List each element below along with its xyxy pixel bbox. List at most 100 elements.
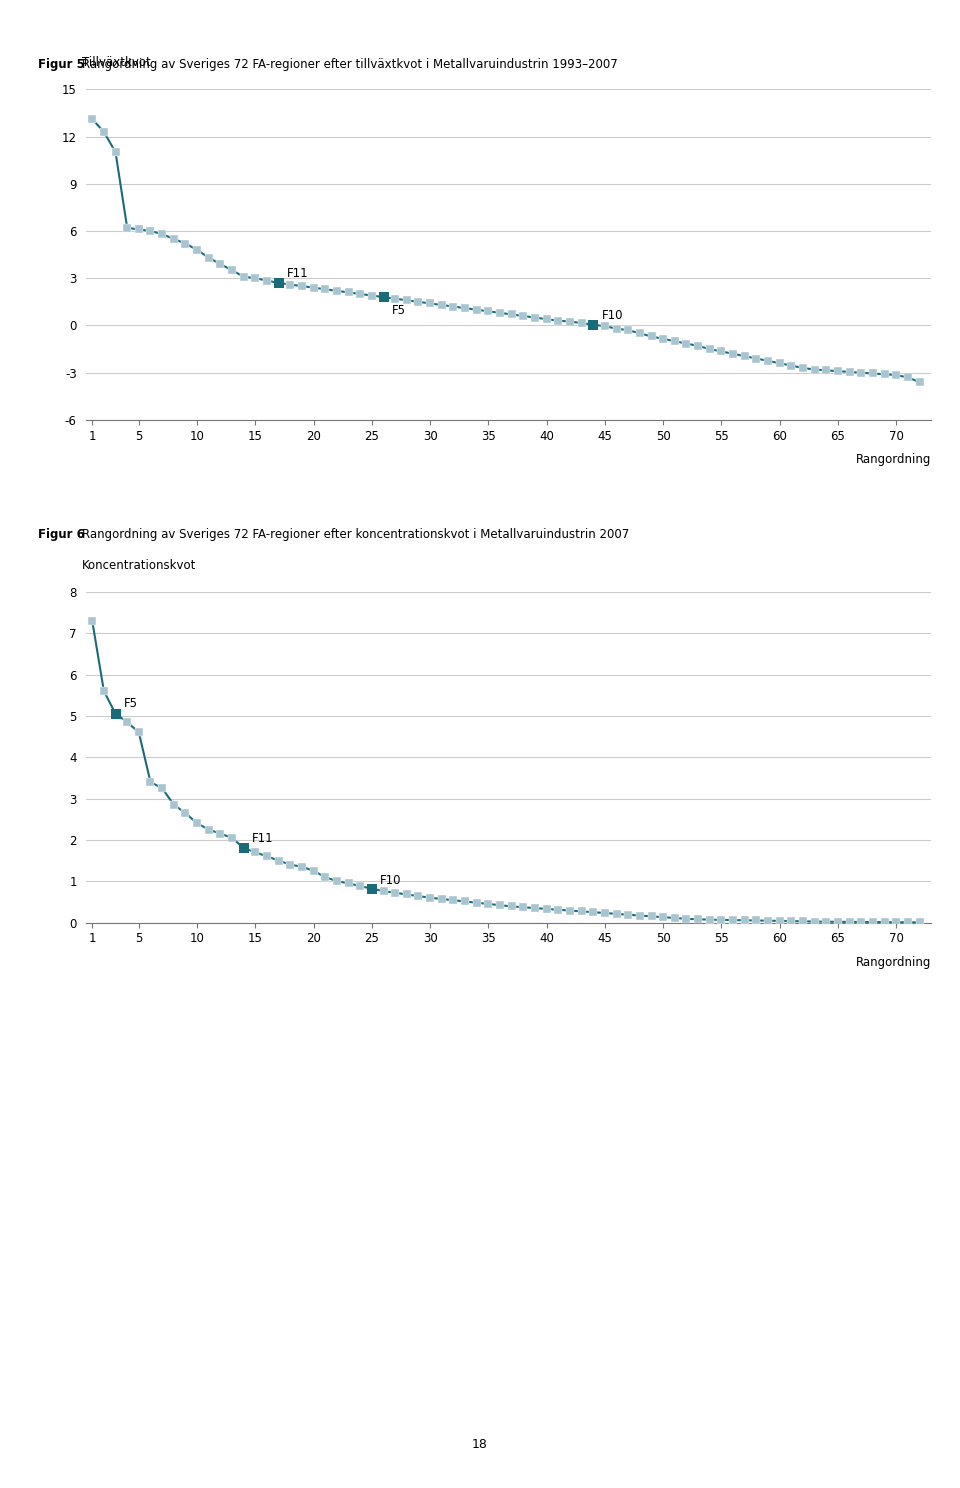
Point [842,911,857,934]
Point [516,896,531,920]
Point [282,853,298,876]
Point [749,347,764,371]
Text: F10: F10 [601,310,623,321]
Text: Rangordning av Sveriges 72 FA-regioner efter koncentrationskvot i Metallvaruindu: Rangordning av Sveriges 72 FA-regioner e… [82,528,629,542]
Point [84,609,100,632]
Point [807,357,823,381]
Point [772,909,787,933]
Point [527,305,542,329]
Point [772,351,787,375]
Text: Koncentrationskvot: Koncentrationskvot [83,559,197,571]
Point [352,875,368,899]
Point [667,906,683,930]
Point [726,342,741,366]
Point [912,371,927,394]
Point [889,363,904,387]
Point [551,310,566,333]
Point [760,909,776,933]
Point [783,354,799,378]
Point [248,266,263,290]
Point [574,899,589,923]
Point [236,265,252,289]
Point [225,259,240,283]
Point [388,287,403,311]
Text: Tillväxtkvot: Tillväxtkvot [83,57,151,70]
Point [341,281,356,305]
Point [119,216,134,240]
Point [853,911,869,934]
Point [609,902,624,926]
Point [422,292,438,315]
Point [667,329,683,353]
Point [318,865,333,888]
Point [586,312,601,336]
Point [236,836,252,860]
Point [620,903,636,927]
Point [679,906,694,931]
Point [376,879,392,903]
Point [469,891,485,915]
Text: Rangordning: Rangordning [855,955,931,969]
Point [399,882,415,906]
Text: F5: F5 [124,696,137,710]
Point [178,801,193,824]
Point [656,327,671,351]
Point [213,821,228,845]
Point [96,679,111,702]
Point [702,338,717,362]
Point [295,854,310,878]
Point [574,311,589,335]
Point [155,777,170,801]
Point [516,304,531,327]
Point [399,289,415,312]
Point [411,884,426,908]
Point [457,890,472,914]
Point [481,891,496,915]
Point [306,859,322,882]
Text: F11: F11 [252,832,274,845]
Point [248,841,263,865]
Point [737,908,753,931]
Point [201,817,216,841]
Point [352,283,368,307]
Point [364,876,379,900]
Point [527,896,542,920]
Point [737,344,753,368]
Point [108,140,123,164]
Point [422,885,438,909]
Point [457,296,472,320]
Text: Rangordning: Rangordning [855,452,931,466]
Point [259,269,275,293]
Point [108,702,123,726]
Text: F11: F11 [287,268,308,280]
Point [795,909,810,933]
Point [876,911,892,934]
Point [84,107,100,131]
Point [783,909,799,933]
Point [900,366,916,390]
Point [132,720,147,744]
Point [364,284,379,308]
Point [225,826,240,850]
Point [166,228,181,251]
Point [318,277,333,301]
Point [586,900,601,924]
Point [912,911,927,934]
Point [411,290,426,314]
Point [760,350,776,373]
Point [819,359,834,382]
Point [271,271,286,295]
Point [143,771,158,795]
Text: 18: 18 [472,1437,488,1451]
Point [481,299,496,323]
Point [865,362,880,385]
Text: F10: F10 [380,873,401,887]
Point [900,911,916,934]
Point [271,848,286,872]
Point [189,238,204,262]
Point [819,909,834,933]
Point [341,872,356,896]
Point [492,301,508,324]
Point [178,232,193,256]
Point [597,314,612,338]
